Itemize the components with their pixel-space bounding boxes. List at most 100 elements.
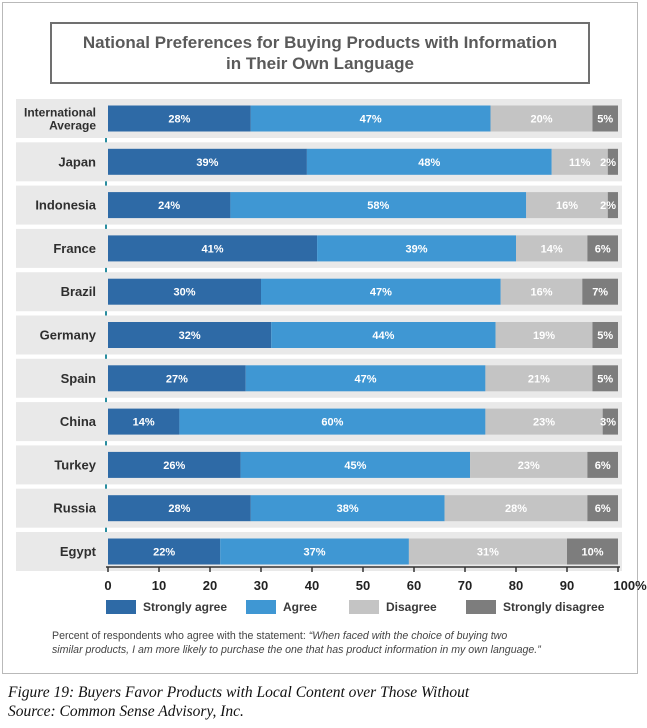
bar-segment-strongly-disagree [592, 105, 618, 132]
data-label-strongly-agree: 30% [173, 287, 195, 299]
data-label-agree: 39% [406, 243, 428, 255]
legend-swatch-strongly-agree [106, 600, 136, 614]
legend-item-strongly-agree: Strongly agree [106, 600, 227, 614]
category-label: International [24, 106, 96, 120]
data-label-agree: 47% [370, 287, 392, 299]
bar-segment-strongly-agree [108, 365, 246, 392]
data-label-strongly-agree: 26% [163, 460, 185, 472]
legend-label-disagree: Disagree [386, 600, 437, 614]
data-label-disagree: 19% [533, 330, 555, 342]
category-label: Germany [40, 328, 97, 343]
data-label-agree: 48% [418, 157, 440, 169]
bar-segment-disagree [551, 148, 608, 175]
bar-segment-strongly-agree [108, 105, 251, 132]
data-label-strongly-disagree: 2% [600, 200, 616, 212]
data-label-strongly-disagree: 7% [592, 287, 608, 299]
bar-segment-agree [240, 451, 471, 478]
legend-label-strongly-disagree: Strongly disagree [503, 600, 605, 614]
bar-segment-strongly-disagree [567, 538, 618, 565]
chart-legend: Strongly agree Agree Disagree Strongly d… [106, 600, 626, 618]
data-label-disagree: 23% [533, 417, 555, 429]
x-tick-label: 10 [152, 578, 166, 593]
data-label-strongly-disagree: 10% [581, 547, 603, 559]
legend-item-disagree: Disagree [349, 600, 437, 614]
legend-label-agree: Agree [283, 600, 318, 614]
data-label-strongly-disagree: 5% [597, 114, 613, 126]
chart-title: National Preferences for Buying Products… [82, 33, 558, 73]
category-label: Spain [61, 371, 96, 386]
category-label: Russia [53, 501, 96, 516]
bar-segment-disagree [408, 538, 567, 565]
legend-swatch-disagree [349, 600, 379, 614]
bar-segment-agree [230, 192, 527, 219]
data-label-strongly-agree: 28% [168, 114, 190, 126]
bar-segment-agree [250, 105, 491, 132]
bar-segment-agree [220, 538, 409, 565]
data-label-agree: 44% [372, 330, 394, 342]
legend-item-agree: Agree [246, 600, 317, 614]
bar-segment-disagree [470, 451, 588, 478]
data-label-strongly-agree: 32% [179, 330, 201, 342]
x-tick-label: 0 [104, 578, 111, 593]
legend-swatch-agree [246, 600, 276, 614]
legend-item-strongly-disagree: Strongly disagree [466, 600, 604, 614]
bar-segment-disagree [444, 495, 588, 522]
data-label-disagree: 14% [541, 243, 563, 255]
data-label-agree: 45% [344, 460, 366, 472]
category-label: Brazil [61, 284, 96, 299]
bar-segment-agree [306, 148, 552, 175]
bar-segment-strongly-disagree [607, 148, 618, 175]
x-tick-label: 30 [254, 578, 268, 593]
data-label-strongly-disagree: 5% [597, 330, 613, 342]
data-label-strongly-disagree: 5% [597, 373, 613, 385]
bar-segment-disagree [485, 365, 593, 392]
bar-segment-agree [250, 495, 445, 522]
bar-segment-strongly-disagree [607, 192, 618, 219]
data-label-strongly-agree: 22% [153, 547, 175, 559]
x-tick-label: 50 [356, 578, 370, 593]
bar-segment-strongly-agree [108, 278, 261, 305]
data-label-disagree: 16% [530, 287, 552, 299]
bar-segment-disagree [516, 235, 588, 262]
data-label-disagree: 28% [505, 503, 527, 515]
bar-segment-strongly-agree [108, 538, 221, 565]
data-label-agree: 47% [355, 373, 377, 385]
x-tick-label: 60 [407, 578, 421, 593]
data-label-strongly-agree: 14% [133, 417, 155, 429]
data-label-agree: 47% [360, 114, 382, 126]
data-label-strongly-agree: 41% [202, 243, 224, 255]
bar-segment-agree [179, 408, 486, 435]
x-tick-label: 40 [305, 578, 319, 593]
legend-label-strongly-agree: Strongly agree [143, 600, 228, 614]
bar-segment-agree [245, 365, 486, 392]
caption-figure-title: Figure 19: Buyers Favor Products with Lo… [8, 684, 470, 701]
bar-segment-strongly-disagree [587, 451, 618, 478]
bar-segment-strongly-disagree [602, 408, 618, 435]
bar-segment-strongly-disagree [587, 235, 618, 262]
bar-segment-disagree [495, 322, 593, 348]
data-label-strongly-disagree: 2% [600, 157, 616, 169]
caption-source: Source: Common Sense Advisory, Inc. [8, 703, 244, 720]
note-prefix: Percent of respondents who agree with th… [52, 630, 309, 642]
category-label: China [60, 414, 97, 429]
bar-segment-strongly-agree [108, 192, 231, 219]
survey-note: Percent of respondents who agree with th… [52, 629, 622, 657]
data-label-strongly-agree: 28% [168, 503, 190, 515]
data-label-disagree: 11% [569, 157, 591, 169]
category-label: Turkey [54, 457, 96, 472]
bar-segment-agree [271, 322, 496, 348]
x-tick-label: 70 [458, 578, 472, 593]
category-label: Indonesia [35, 198, 96, 213]
note-quote-line2: similar products, I am more likely to pu… [52, 644, 541, 656]
data-label-strongly-disagree: 6% [595, 460, 611, 472]
data-label-disagree: 20% [530, 114, 552, 126]
data-label-agree: 60% [321, 417, 343, 429]
bar-segment-disagree [526, 192, 608, 219]
data-label-agree: 38% [337, 503, 359, 515]
x-tick-label: 100% [613, 578, 647, 593]
data-label-strongly-agree: 24% [158, 200, 180, 212]
bar-segment-disagree [490, 105, 593, 132]
category-label: Egypt [60, 544, 97, 559]
data-label-disagree: 16% [556, 200, 578, 212]
